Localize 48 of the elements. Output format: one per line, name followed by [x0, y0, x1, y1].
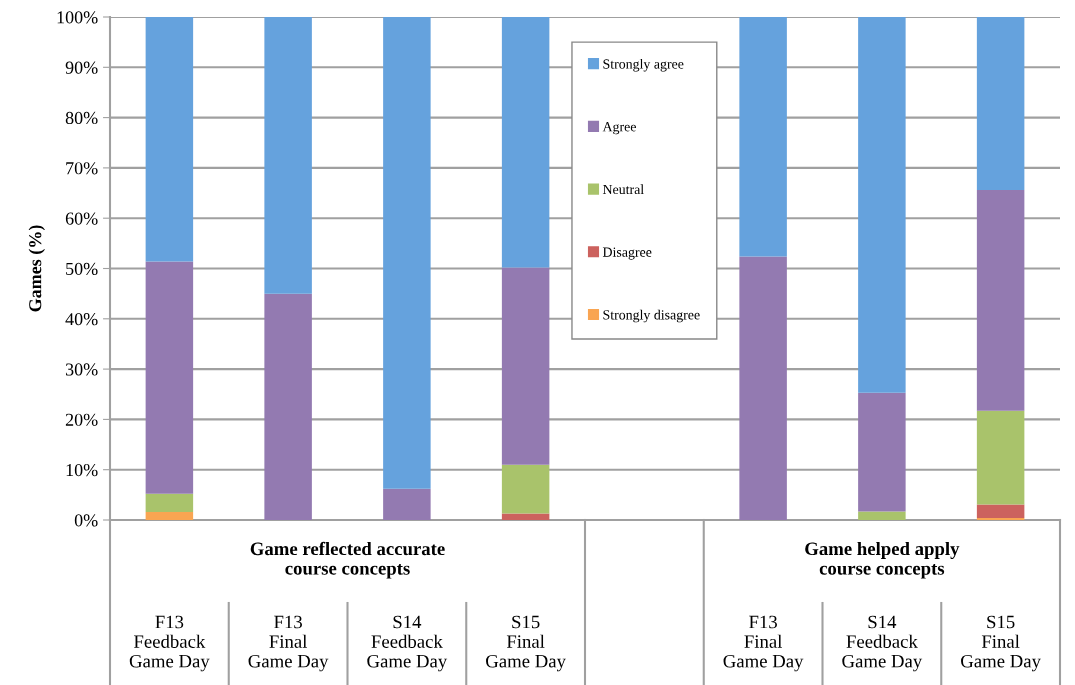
y-tick-label: 90%	[65, 61, 98, 74]
legend-label: Agree	[602, 122, 636, 135]
bar	[858, 392, 906, 512]
x-tick-label: S15 Final Game Day	[486, 615, 566, 672]
y-tick-label: 70%	[66, 162, 98, 175]
y-tick-label: 100%	[57, 11, 98, 24]
y-axis-title: Games (%)	[28, 225, 45, 312]
legend-label: Disagree	[602, 247, 652, 260]
bar	[501, 464, 550, 514]
bar	[145, 17, 194, 262]
bar	[264, 293, 312, 520]
y-tick-label: 80%	[65, 111, 98, 125]
bar	[501, 17, 550, 268]
bar	[976, 504, 1025, 518]
bar	[145, 493, 194, 512]
x-tick-label: S15 Final Game Day	[961, 615, 1041, 672]
bar	[383, 17, 431, 489]
bar	[739, 256, 787, 520]
bar	[976, 410, 1025, 505]
y-tick-label: 30%	[65, 363, 98, 376]
bar	[501, 513, 550, 520]
y-tick-label: 20%	[65, 413, 98, 426]
x-tick-label: S14 Feedback Game Day	[367, 615, 448, 672]
y-tick-label: 60%	[65, 212, 98, 225]
legend-label: Strongly disagree	[603, 309, 700, 323]
bar	[976, 517, 1025, 520]
bar	[145, 511, 194, 520]
y-tick-label: 40%	[65, 313, 98, 326]
bar	[501, 267, 550, 465]
legend-label: Neutral	[602, 184, 644, 195]
bar	[858, 511, 906, 520]
bar	[739, 17, 787, 257]
text: Game reflected accurate course concepts	[250, 541, 445, 579]
bar	[976, 17, 1025, 191]
text: Game helped apply course concepts	[805, 541, 960, 579]
bar	[383, 488, 431, 520]
bar	[264, 17, 312, 294]
legend-label: Strongly agree	[603, 58, 684, 72]
bar	[858, 17, 906, 393]
bar	[145, 261, 194, 494]
x-tick-label: F13 Feedback Game Day	[129, 615, 210, 672]
y-tick-label: 0%	[74, 514, 98, 527]
x-tick-label: F13 Final Game Day	[248, 615, 329, 672]
x-tick-label: F13 Final Game Day	[723, 615, 804, 672]
bar	[976, 190, 1025, 411]
y-tick-label: 50%	[66, 262, 98, 275]
x-tick-label: S14 Feedback Game Day	[842, 615, 923, 672]
y-tick-label: 10%	[66, 463, 98, 477]
